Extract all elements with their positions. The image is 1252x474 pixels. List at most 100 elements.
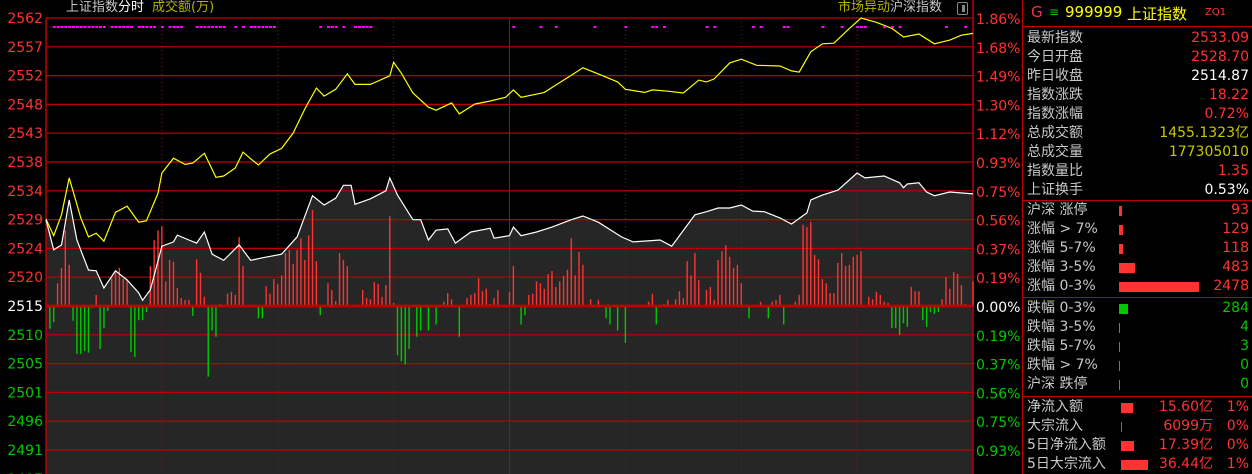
alert-dot: [160, 26, 164, 28]
left-tick-label: 2534: [7, 184, 43, 200]
left-tick-label: 2562: [7, 11, 43, 27]
left-tick-label: 2501: [7, 385, 43, 401]
quote-label: 指数涨跌: [1027, 87, 1083, 103]
quote-row: 今日开盘 2528.70: [1027, 48, 1249, 67]
alert-dot: [172, 26, 176, 28]
alert-dot: [890, 26, 894, 28]
breadth-count: 0: [1240, 376, 1249, 392]
timeshare-tab[interactable]: 分时: [118, 0, 145, 15]
breadth-bar: [1119, 206, 1122, 216]
alert-dot: [357, 26, 361, 28]
breadth-label: 沪深 跌停: [1027, 376, 1088, 392]
right-tick-label: 1.12%: [976, 473, 1020, 474]
alert-dot: [330, 26, 334, 28]
alert-dot: [75, 26, 79, 28]
alert-dot: [272, 26, 276, 28]
breadth-row: 跌幅 0-3% 284: [1027, 299, 1249, 318]
flow-row: 大宗流入 6099万 0%: [1027, 417, 1249, 436]
alert-dot: [624, 26, 628, 28]
alert-dot: [326, 26, 330, 28]
left-tick-label: 2552: [7, 69, 43, 85]
alert-dot: [60, 26, 64, 28]
left-tick-label: 2487: [7, 472, 43, 474]
alert-dot: [655, 26, 659, 28]
breadth-row: 跌幅 5-7% 3: [1027, 337, 1249, 356]
breadth-label: 跌幅 0-3%: [1027, 300, 1096, 316]
alert-dot: [110, 26, 114, 28]
alert-dot: [214, 26, 218, 28]
alert-dot: [253, 26, 257, 28]
alert-dot: [141, 26, 145, 28]
flow-label: 净流入额: [1027, 399, 1083, 415]
flow-value: 15.60亿: [1158, 399, 1213, 415]
stock-code: 999999: [1065, 3, 1123, 21]
flow-bar: [1121, 422, 1122, 432]
alert-dot: [840, 26, 844, 28]
quote-value: 0.53%: [1204, 182, 1249, 198]
alert-dot: [64, 26, 68, 28]
alert-dot: [539, 26, 543, 28]
alert-dot: [241, 26, 245, 28]
flow-value: 36.44亿: [1158, 456, 1213, 472]
alert-dot: [821, 26, 825, 28]
alert-dot: [554, 26, 558, 28]
breadth-label: 涨幅 0-3%: [1027, 278, 1096, 294]
left-tick-label: 2524: [7, 241, 43, 257]
alert-dot: [898, 26, 902, 28]
alert-dot: [87, 26, 91, 28]
breadth-count: 129: [1222, 221, 1249, 237]
flow-label: 大宗流入: [1027, 418, 1083, 434]
intraday-chart[interactable]: 2562 1.86% 2557 1.68% 2552 1.49% 2548 1.30% 2543…: [0, 0, 1022, 474]
alert-dot: [68, 26, 72, 28]
alert-dot: [118, 26, 122, 28]
breadth-count: 0: [1240, 357, 1249, 373]
alert-dot: [261, 26, 265, 28]
alert-dot: [207, 26, 211, 28]
alert-dot: [512, 26, 516, 28]
right-tick-label: 1.30%: [976, 98, 1020, 114]
chart-title: 上证指数: [66, 0, 119, 15]
flow-bar: [1121, 441, 1134, 451]
breadth-label: 跌幅 > 7%: [1027, 357, 1098, 373]
quote-value: 18.22: [1208, 87, 1249, 103]
breadth-bar: [1119, 263, 1135, 273]
indicator-label[interactable]: 成交额(万): [152, 0, 215, 15]
divider: [1023, 200, 1252, 201]
alert-dot: [195, 26, 199, 28]
alert-dot: [222, 26, 226, 28]
market-alert-link[interactable]: 市场异动: [838, 0, 891, 15]
left-tick-label: 2543: [7, 126, 43, 142]
quote-row: 指数涨跌 18.22: [1027, 86, 1249, 105]
alert-dot: [265, 26, 269, 28]
left-tick-label: 2529: [7, 213, 43, 229]
breadth-count: 118: [1222, 240, 1249, 256]
breadth-label: 涨幅 > 7%: [1027, 221, 1098, 237]
alert-dot: [199, 26, 203, 28]
alert-dot: [145, 26, 149, 28]
alert-dot: [334, 26, 338, 28]
left-tick-label: 2548: [7, 97, 43, 113]
quote-row: 上证换手 0.53%: [1027, 181, 1249, 200]
flow-value: 17.39亿: [1158, 437, 1213, 453]
breadth-count: 483: [1222, 259, 1249, 275]
breadth-row: 涨幅 0-3% 2478: [1027, 277, 1249, 296]
alert-dot: [180, 26, 184, 28]
menu-icon[interactable]: ≡: [1049, 5, 1060, 19]
breadth-row: 跌幅 3-5% 4: [1027, 318, 1249, 337]
breadth-row: 涨幅 > 7% 129: [1027, 220, 1249, 239]
zq-tag[interactable]: ZQ1: [1205, 7, 1227, 18]
toggle-icon[interactable]: [957, 2, 968, 15]
quote-row: 最新指数 2533.09: [1027, 29, 1249, 48]
alert-dot: [782, 26, 786, 28]
alert-dot: [149, 26, 153, 28]
right-tick-label: 0.75%: [976, 415, 1020, 431]
divider: [1023, 396, 1252, 397]
quote-value: 1455.1323亿: [1159, 125, 1249, 141]
quote-value: 0.72%: [1204, 106, 1249, 122]
right-tick-label: 0.56%: [976, 386, 1020, 402]
breadth-row: 涨幅 5-7% 118: [1027, 239, 1249, 258]
left-tick-label: 2520: [7, 270, 43, 286]
breadth-label: 涨幅 5-7%: [1027, 240, 1096, 256]
flow-label: 5日大宗流入: [1027, 456, 1106, 472]
index-switch-link[interactable]: 沪深指数: [890, 0, 943, 15]
